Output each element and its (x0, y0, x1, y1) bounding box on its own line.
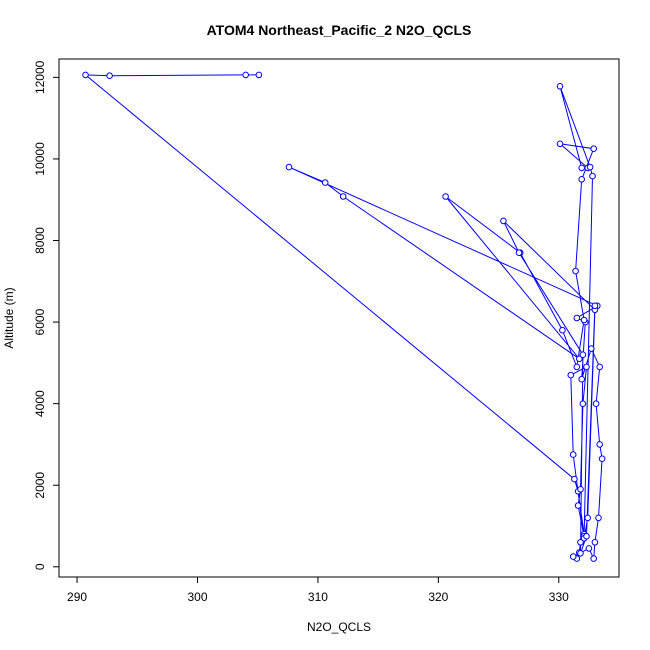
x-axis-label: N2O_QCLS (307, 620, 371, 634)
data-point-26 (339, 193, 347, 200)
data-point-28 (442, 193, 449, 200)
x-tick-label-2: 310 (308, 590, 328, 604)
data-point-1 (242, 71, 249, 79)
data-point-50 (584, 514, 592, 522)
y-tick-label-1: 2000 (33, 472, 47, 499)
data-point-44 (577, 486, 584, 493)
data-point-33 (572, 267, 579, 275)
data-point-35 (590, 145, 598, 152)
data-point-18 (596, 363, 604, 371)
y-tick-label-4: 8000 (33, 227, 47, 254)
data-point-36 (556, 140, 564, 148)
data-point-45 (579, 400, 587, 408)
x-tick-label-0: 290 (67, 590, 87, 604)
y-tick-label-5: 10000 (33, 142, 47, 176)
chart-title: ATOM4 Northeast_Pacific_2 N2O_QCLS (207, 22, 472, 38)
data-point-25 (321, 179, 329, 186)
x-tick-label-4: 330 (549, 590, 569, 604)
data-point-52 (500, 217, 507, 225)
data-point-3 (82, 71, 89, 79)
data-point-46 (583, 363, 590, 371)
data-point-17 (592, 400, 600, 408)
data-point-13 (591, 539, 599, 546)
y-axis-label: Altitude (m) (2, 287, 16, 348)
data-point-10 (569, 553, 577, 560)
data-point-24 (285, 163, 293, 171)
data-point-4 (571, 475, 578, 483)
data-point-43 (574, 502, 582, 509)
y-tick-label-3: 6000 (33, 308, 47, 335)
data-point-20 (578, 375, 586, 383)
data-point-55 (577, 550, 584, 557)
n2o-series (82, 71, 606, 562)
y-tick-label-6: 12000 (33, 60, 47, 94)
data-point-53 (515, 249, 523, 256)
data-point-39 (556, 83, 564, 90)
data-point-16 (596, 441, 604, 448)
x-tick-label-3: 320 (428, 590, 448, 604)
y-axis: 0 2000 4000 6000 8000 10000 12000 (33, 60, 60, 570)
data-point-48 (569, 451, 577, 458)
data-point-14 (595, 514, 602, 522)
data-point-32 (580, 316, 588, 324)
y-tick-label-0: 0 (33, 563, 47, 570)
data-point-2 (106, 72, 113, 79)
data-point-34 (578, 176, 586, 183)
data-point-38 (578, 164, 586, 172)
data-point-15 (598, 455, 606, 463)
data-point-40 (586, 163, 594, 171)
data-point-41 (589, 172, 596, 180)
data-point-7 (577, 539, 584, 546)
data-point-30 (559, 326, 566, 334)
data-point-0 (255, 71, 263, 79)
x-tick-label-1: 300 (187, 590, 207, 604)
data-point-31 (573, 363, 581, 371)
data-point-22 (573, 314, 581, 322)
x-axis: 290 300 310 320 330 (67, 576, 569, 604)
data-point-56 (583, 532, 590, 540)
data-point-54 (579, 351, 587, 359)
data-point-27 (576, 355, 583, 363)
data-point-19 (588, 345, 595, 352)
data-point-57 (591, 302, 599, 310)
y-tick-label-2: 4000 (33, 390, 47, 417)
data-point-47 (567, 371, 575, 379)
data-point-12 (590, 555, 598, 562)
data-point-11 (585, 545, 593, 552)
